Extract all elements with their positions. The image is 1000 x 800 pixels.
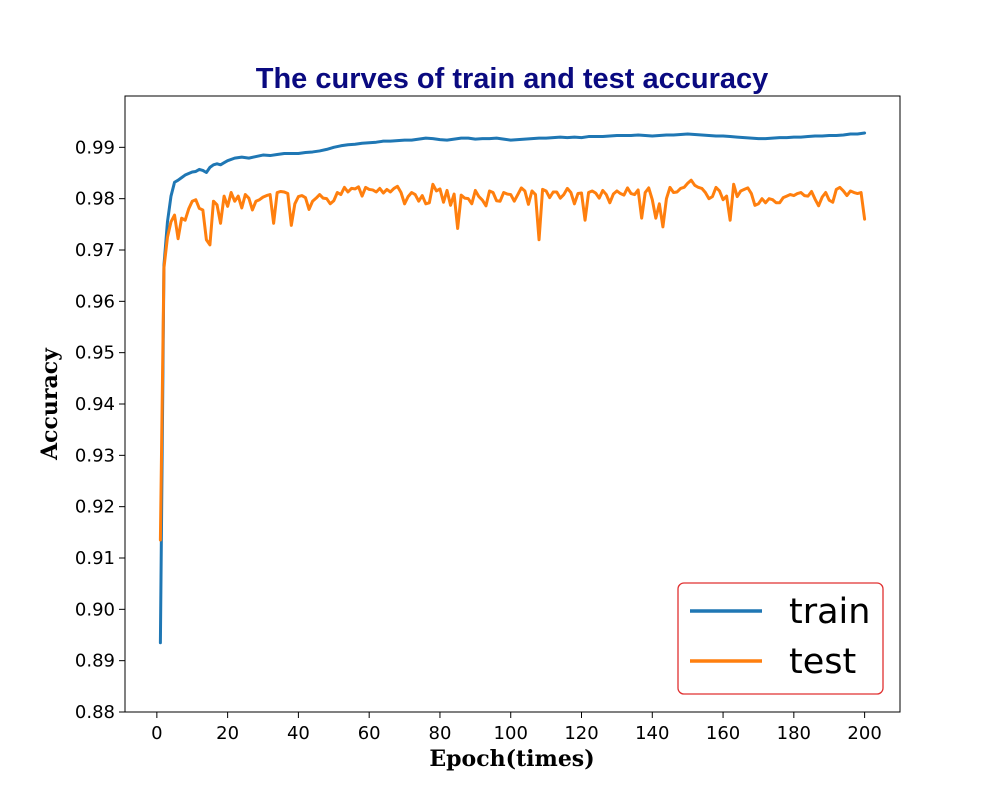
y-tick-label: 0.90	[75, 599, 115, 620]
series-line-train	[158, 131, 867, 645]
x-tick-label: 160	[706, 723, 740, 744]
y-tick-label: 0.93	[75, 445, 115, 466]
y-tick-label: 0.94	[75, 394, 115, 415]
x-axis: 0 20 40 60 80 100 120 140 160 180 200	[151, 712, 882, 744]
series-line-test	[158, 178, 867, 542]
x-tick-label: 180	[777, 723, 811, 744]
x-tick-label: 60	[358, 723, 381, 744]
legend-label-train: train	[789, 592, 870, 632]
x-tick-label: 80	[429, 723, 452, 744]
y-tick-label: 0.99	[75, 137, 115, 158]
legend: train test	[677, 582, 884, 695]
y-axis: 0.88 0.89 0.90 0.91 0.92 0.93 0.94 0.95 0.96 0.97…	[75, 137, 125, 723]
x-tick-label: 140	[635, 723, 669, 744]
x-tick-label: 100	[494, 723, 528, 744]
y-tick-label: 0.92	[75, 497, 115, 518]
x-tick-label: 40	[287, 723, 310, 744]
x-tick-label: 120	[564, 723, 598, 744]
x-tick-label: 200	[847, 723, 881, 744]
series-lines	[158, 131, 867, 645]
x-tick-label: 20	[216, 723, 239, 744]
y-tick-label: 0.95	[75, 343, 115, 364]
y-tick-label: 0.89	[75, 651, 115, 672]
y-axis-label: Accuracy	[37, 347, 63, 461]
y-tick-label: 0.88	[75, 702, 115, 723]
chart-title: The curves of train and test accuracy	[256, 63, 769, 95]
y-tick-label: 0.91	[75, 548, 115, 569]
x-axis-label: Epoch(times)	[429, 746, 594, 772]
legend-label-test: test	[789, 642, 856, 682]
y-tick-label: 0.97	[75, 240, 115, 261]
x-tick-label: 0	[151, 723, 162, 744]
y-tick-label: 0.98	[75, 189, 115, 210]
y-tick-label: 0.96	[75, 291, 115, 312]
